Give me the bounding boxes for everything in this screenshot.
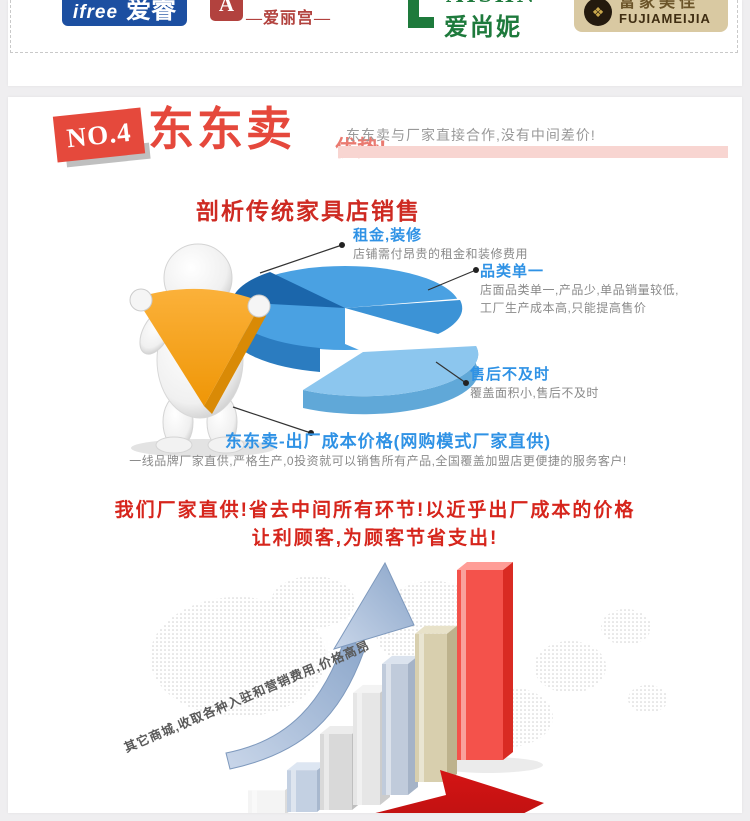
callout-category-title: 品类单一 (480, 263, 545, 280)
aishini-logo-latin: AISHN (446, 0, 537, 9)
callout-rent-desc: 店铺需付昂贵的租金和装修费用 (353, 247, 529, 261)
callout-category-desc: 店面品类单一,产品少,单品销量较低, 工厂生产成本高,只能提高售价 (480, 281, 730, 317)
callout-aftersale-title: 售后不及时 (470, 366, 551, 383)
blue-growth-arrow (225, 561, 415, 770)
fujia-emblem-icon: ❖ (584, 0, 612, 26)
brand-strip-dashed-border (10, 0, 738, 53)
fujia-logo-latin: FUJIAMEIJIA (619, 11, 711, 26)
bar-chart-bars (248, 562, 513, 813)
slogan-line-1: 我们厂家直供!省去中间所有环节!以近乎出厂成本的价格 (114, 500, 636, 521)
ifree-logo-cn: 爱睿 (126, 0, 177, 24)
ifree-logo-text: ifree (72, 2, 119, 23)
callout-rent-title: 租金,装修 (353, 227, 423, 244)
aishini-logo-cn: 爱尚妮 (444, 14, 522, 41)
pie-chart (129, 266, 479, 415)
ailigong-logo-text: —爱丽宫— (246, 10, 332, 27)
callout-aftersale-desc: 覆盖面积小,售后不及时 (470, 386, 599, 400)
aishini-bracket-icon (408, 0, 434, 28)
slogan-text: 我们厂家直供!省去中间所有环节!以近乎出厂成本的价格 让利顾客,为顾客节省支出! (8, 497, 742, 553)
ailigong-letter: A (218, 0, 235, 16)
promo-section-card: NO.4 东东卖 优势! 东东卖与厂家直接合作,没有中间差价! 剖析传统家具店销… (8, 97, 742, 813)
bar-chart-illustration (150, 561, 668, 813)
pie-chart-illustration (129, 242, 479, 457)
pie-pulled-slice (303, 346, 479, 415)
ailigong-logo-icon: ♥ A (210, 0, 243, 21)
slogan-line-2: 让利顾客,为顾客节省支出! (251, 528, 499, 549)
callout-category-desc-line2: 工厂生产成本高,只能提高售价 (480, 301, 647, 315)
subtitle-highlight-bar (338, 146, 728, 158)
red-bar-shadow (433, 757, 543, 773)
fujia-logo-cn: 富家美佳 (619, 0, 700, 11)
callout-factory-price-title: 东东卖-出厂成本价格(网购模式厂家直供) (225, 432, 551, 451)
pie-orange-slice (136, 288, 266, 414)
callout-factory-price-desc: 一线品牌厂家直供,严格生产,0投资就可以销售所有产品,全国覆盖加盟店更便捷的服务… (129, 454, 627, 468)
brand-strip-card: ifree 爱睿 ♥ A —爱丽宫— AISHN 爱尚妮 ❖ 富家美佳 FUJI… (8, 0, 742, 86)
callout-connector-lines (232, 242, 479, 436)
section-title-brand: 东东卖 (148, 103, 295, 155)
brand-logo-ifree: ifree 爱睿 (62, 0, 187, 26)
pie-chart-heading: 剖析传统家具店销售 (196, 198, 421, 224)
red-bottom-arrow (375, 770, 544, 813)
brand-logo-fujiameijia: ❖ 富家美佳 FUJIAMEIJIA (574, 0, 728, 32)
callout-category-desc-line1: 店面品类单一,产品少,单品销量较低, (480, 283, 680, 297)
section-subtitle: 东东卖与厂家直接合作,没有中间差价! (346, 127, 596, 143)
section-number-badge: NO.4 (52, 107, 146, 163)
